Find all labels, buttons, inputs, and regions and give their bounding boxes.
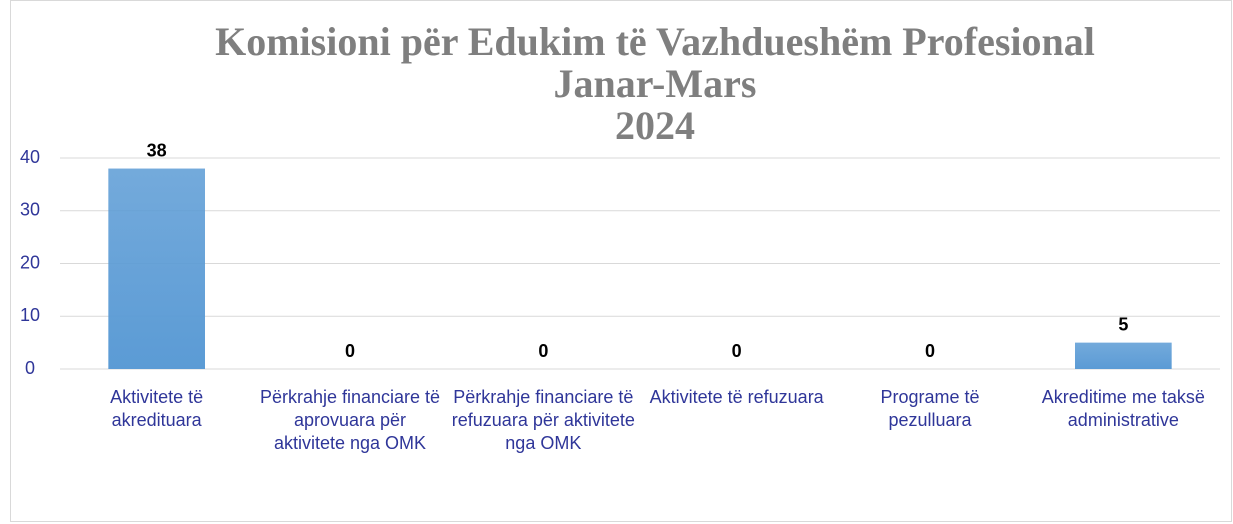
x-tick-label: Përkrahje financiare të aprovuara për ak… xyxy=(259,387,441,453)
y-tick-label: 10 xyxy=(20,305,40,325)
value-label: 0 xyxy=(732,341,742,361)
value-label: 0 xyxy=(538,341,548,361)
bar xyxy=(108,168,205,369)
y-tick-label: 0 xyxy=(25,358,35,378)
x-tick-label: Akreditime me taksë administrative xyxy=(1041,387,1205,430)
bar xyxy=(1075,342,1172,369)
value-label: 38 xyxy=(147,140,167,160)
chart-border xyxy=(10,0,1232,522)
x-tick-label: Aktivitete të akredituara xyxy=(110,387,204,430)
value-label: 0 xyxy=(345,341,355,361)
value-label: 5 xyxy=(1118,314,1128,334)
y-tick-label: 20 xyxy=(20,252,40,272)
chart-title: Komisioni për Edukim të Vazhdueshëm Prof… xyxy=(215,19,1095,64)
x-tick-label: Programe të pezulluara xyxy=(880,387,980,430)
x-tick-label: Përkrahje financiare të refuzuara për ak… xyxy=(451,387,635,453)
chart-title: Janar-Mars xyxy=(554,61,757,106)
y-tick-label: 40 xyxy=(20,147,40,167)
chart-title: 2024 xyxy=(615,103,695,148)
value-label: 0 xyxy=(925,341,935,361)
y-tick-label: 30 xyxy=(20,200,40,220)
x-tick-label: Aktivitete të refuzuara xyxy=(649,387,824,407)
